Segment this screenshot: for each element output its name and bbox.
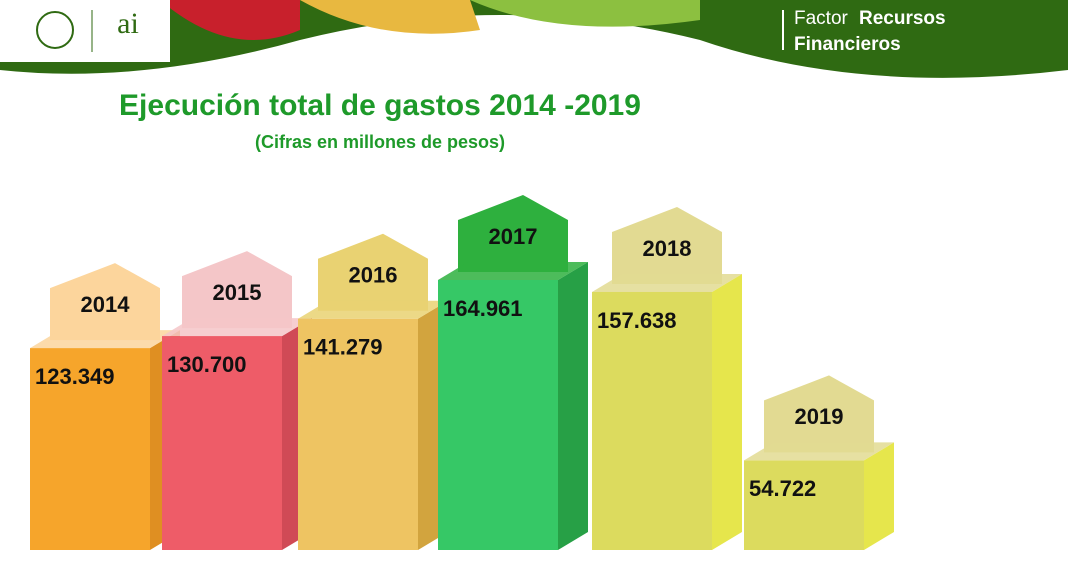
bar [162, 336, 282, 550]
value-label: 54.722 [749, 476, 816, 501]
bar-label-box [50, 263, 160, 341]
category-label: 2018 [643, 236, 692, 261]
bar-label-box [612, 206, 722, 284]
bar-top [438, 262, 588, 280]
category-label: 2014 [81, 292, 131, 317]
bar-top [298, 300, 448, 319]
banner-yellow [300, 0, 480, 34]
bar-label-box [318, 233, 428, 311]
header-financieros: Financieros [794, 34, 901, 55]
bar [592, 291, 712, 550]
bar-side [712, 273, 742, 550]
category-label: 2016 [349, 263, 398, 288]
bar [298, 318, 418, 550]
value-label: 123.349 [35, 364, 115, 389]
value-label: 130.700 [167, 352, 247, 377]
banner-red [160, 0, 300, 40]
chart-title: Ejecución total de gastos 2014 -2019 [119, 89, 641, 122]
category-label: 2019 [795, 404, 844, 429]
banner-green [470, 0, 700, 27]
bar-top [30, 330, 180, 349]
value-label: 164.961 [443, 296, 523, 321]
bar-label-box [182, 251, 292, 329]
category-label: 2017 [489, 224, 538, 249]
bar-top [162, 318, 312, 337]
header-band: ai Factor Recursos Financieros [0, 0, 1068, 78]
bar-label-box [764, 375, 874, 453]
bar-top [592, 273, 742, 292]
logo-text: ai [117, 7, 139, 40]
chart-subtitle: (Cifras en millones de pesos) [255, 132, 505, 152]
bar [438, 280, 558, 550]
bar [744, 460, 864, 550]
bar-top [744, 442, 894, 461]
header-recursos: Recursos [859, 8, 946, 29]
category-label: 2015 [213, 280, 262, 305]
bar-side [558, 262, 588, 550]
header-factor: Factor [794, 8, 849, 29]
bar-side [864, 442, 894, 550]
bar-label-box [458, 195, 568, 272]
value-label: 141.279 [303, 335, 383, 360]
logo-seal [36, 11, 74, 49]
bar [30, 348, 150, 550]
logo-box [0, 0, 170, 62]
value-label: 157.638 [597, 308, 677, 333]
